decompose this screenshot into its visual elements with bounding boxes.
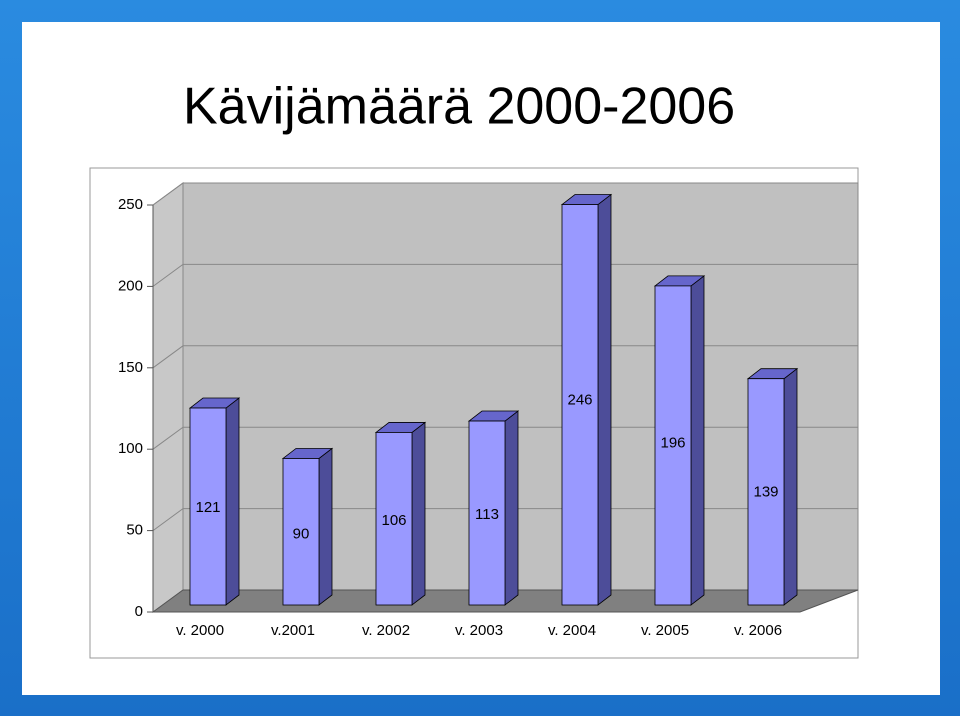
chart-title: Kävijämäärä 2000-2006 <box>183 78 735 136</box>
x-tick-label: v.2001 <box>271 622 315 639</box>
bar <box>189 407 227 606</box>
y-tick-label: 250 <box>118 196 143 213</box>
x-tick-label: v. 2006 <box>734 622 782 639</box>
grid-line <box>152 426 858 450</box>
data-label: 90 <box>293 526 310 543</box>
bar <box>747 378 785 606</box>
x-tick-label: v. 2003 <box>455 622 503 639</box>
data-label: 106 <box>381 512 406 529</box>
data-label: 246 <box>567 391 592 408</box>
data-label: 139 <box>753 483 778 500</box>
x-tick-label: v. 2005 <box>641 622 689 639</box>
y-tick-label: 200 <box>118 277 143 294</box>
y-tick-label: 0 <box>135 603 143 620</box>
data-label: 113 <box>475 506 499 523</box>
bar-side <box>783 367 798 606</box>
bar-side <box>225 397 240 606</box>
bar <box>282 458 320 606</box>
bar-side <box>504 410 519 606</box>
bar-side <box>597 193 612 606</box>
bar <box>375 432 413 606</box>
y-tick-label: 150 <box>118 359 143 376</box>
x-tick-label: v. 2004 <box>548 622 596 639</box>
y-tick-label: 100 <box>118 440 143 457</box>
x-tick-label: v. 2000 <box>176 622 224 639</box>
bar <box>654 285 692 606</box>
grid-line <box>152 345 858 369</box>
bar-side <box>411 421 426 606</box>
bar <box>561 204 599 606</box>
grid-line <box>152 508 858 532</box>
data-label: 121 <box>195 499 220 516</box>
bar-side <box>318 447 333 606</box>
bar <box>468 420 506 606</box>
y-tick-label: 50 <box>126 522 143 539</box>
x-tick-label: v. 2002 <box>362 622 410 639</box>
bar-side <box>690 275 705 606</box>
data-label: 196 <box>660 434 685 451</box>
grid-line <box>152 182 858 206</box>
side-wall <box>152 182 184 613</box>
grid-line <box>152 263 858 287</box>
